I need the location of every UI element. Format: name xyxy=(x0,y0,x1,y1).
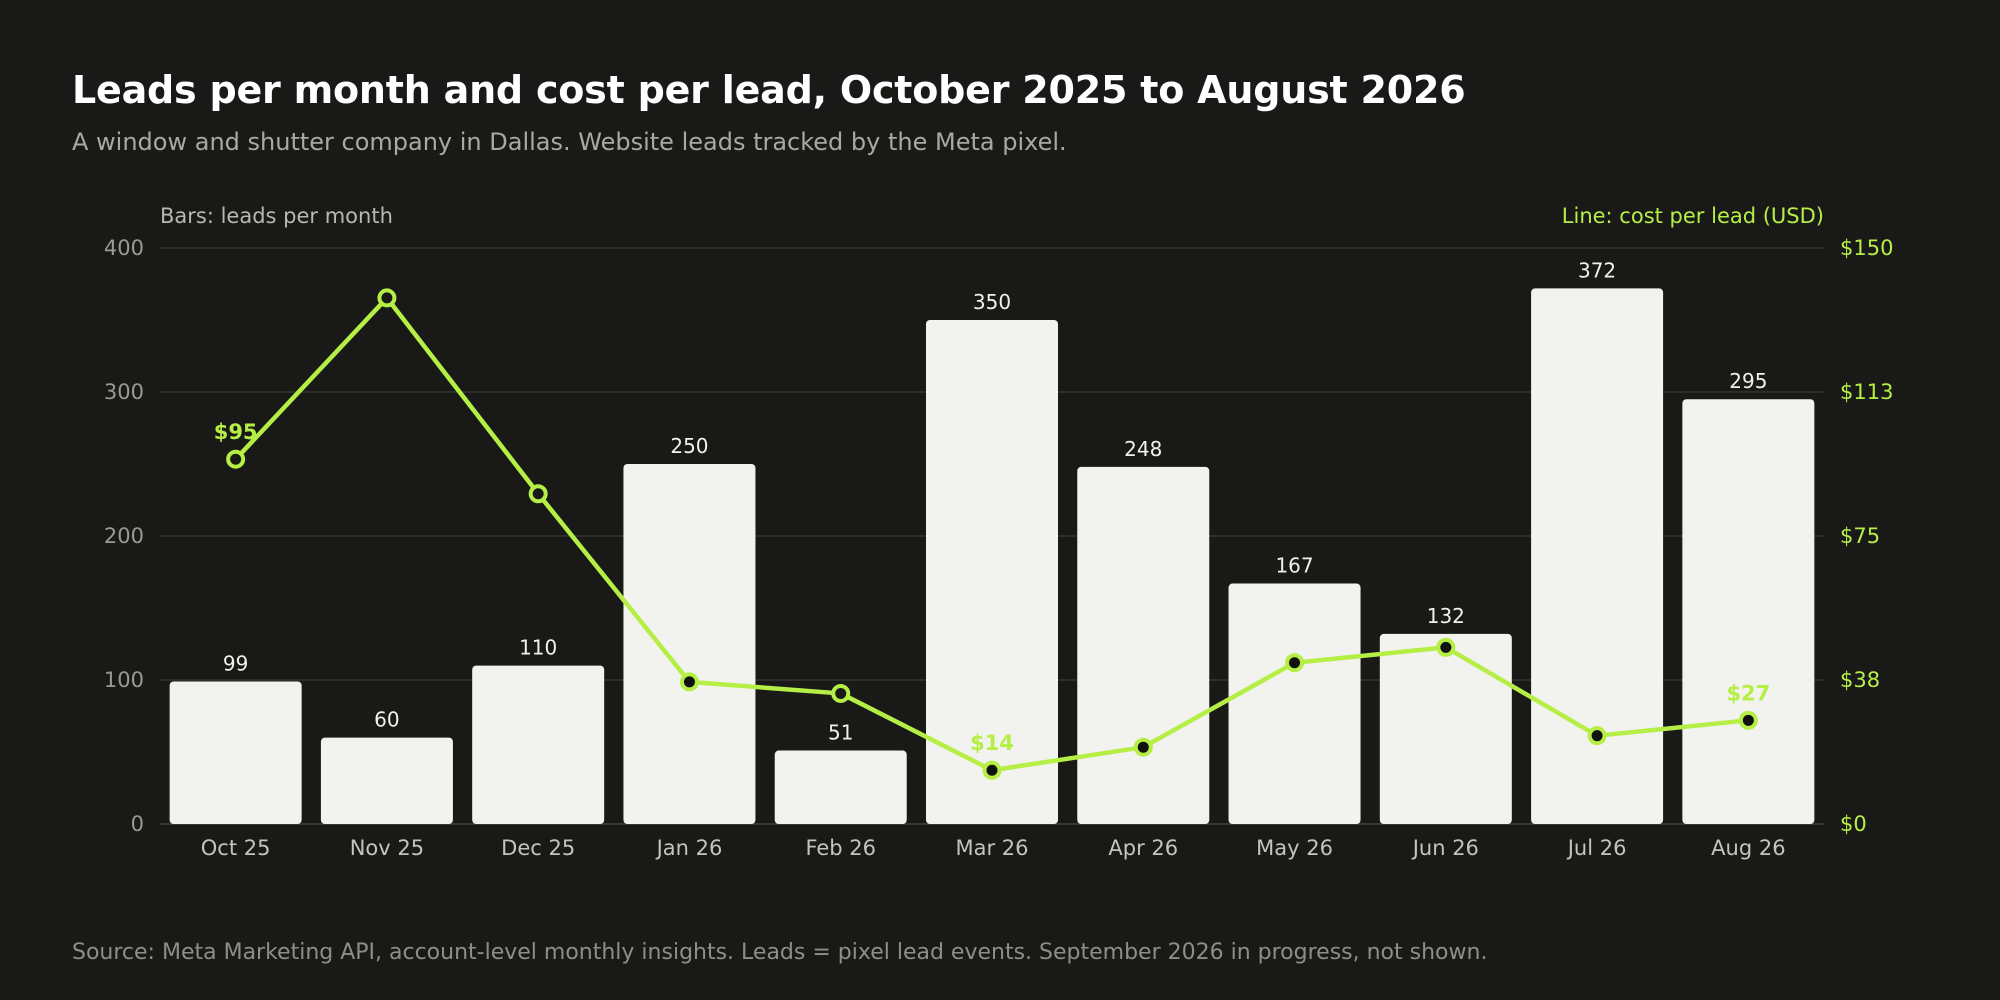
bar-value-label: 372 xyxy=(1578,258,1616,282)
bar xyxy=(1682,399,1815,824)
x-axis-tick-label: May 26 xyxy=(1256,836,1333,860)
right-axis-title: Line: cost per lead (USD) xyxy=(1562,204,1824,228)
right-axis-tick-label: $0 xyxy=(1840,812,1867,836)
right-axis-tick-label: $75 xyxy=(1840,524,1880,548)
chart-subtitle: A window and shutter company in Dallas. … xyxy=(72,128,1067,156)
line-point-marker xyxy=(528,484,548,504)
bar xyxy=(774,750,907,824)
line-value-label: $14 xyxy=(970,731,1014,755)
left-axis-title: Bars: leads per month xyxy=(160,204,393,228)
line-point-marker xyxy=(1738,710,1758,730)
bar xyxy=(1531,288,1664,824)
x-axis-tick-label: Apr 26 xyxy=(1108,836,1178,860)
right-axis-tick-label: $38 xyxy=(1840,668,1880,692)
line-point-marker xyxy=(1587,726,1607,746)
left-axis-tick-label: 400 xyxy=(104,236,144,260)
bar-value-label: 167 xyxy=(1275,554,1313,578)
x-axis-tick-label: Feb 26 xyxy=(805,836,876,860)
x-axis-tick-label: Aug 26 xyxy=(1711,836,1785,860)
x-axis-tick-label: Mar 26 xyxy=(955,836,1028,860)
bar-value-label: 99 xyxy=(223,651,248,675)
line-value-label: $95 xyxy=(214,420,258,444)
x-axis-tick-label: Jul 26 xyxy=(1566,836,1627,860)
bar xyxy=(623,464,756,824)
bar xyxy=(1228,583,1361,824)
left-axis-tick-label: 0 xyxy=(131,812,144,836)
bar xyxy=(1379,633,1512,824)
bar-data-labels: 99 60 110 250 51 350 248 167 132 372 295 xyxy=(223,258,1768,744)
line-point-marker xyxy=(679,672,699,692)
bar xyxy=(926,320,1058,824)
left-axis-tick-label: 100 xyxy=(104,668,144,692)
line-point-marker xyxy=(831,683,851,703)
x-axis-tick-label: Nov 25 xyxy=(350,836,424,860)
bar xyxy=(472,665,605,824)
bar-value-label: 60 xyxy=(374,708,399,732)
line-point-marker xyxy=(377,288,397,308)
line-point-marker xyxy=(1285,653,1305,673)
bar-value-label: 248 xyxy=(1124,437,1162,461)
x-axis-tick-label: Oct 25 xyxy=(201,836,271,860)
left-axis-tick-label: 200 xyxy=(104,524,144,548)
bar-value-label: 110 xyxy=(519,636,557,660)
bar-value-label: 250 xyxy=(670,434,708,458)
bar-value-label: 51 xyxy=(828,721,853,745)
chart-title: Leads per month and cost per lead, Octob… xyxy=(72,68,1466,112)
line-series: $95 $14 $27 xyxy=(214,288,1770,780)
x-axis-tick-label: Dec 25 xyxy=(501,836,575,860)
line-point-marker xyxy=(1133,737,1153,757)
line-point-marker xyxy=(982,760,1002,780)
axes: 0 100 200 300 400 $0 $38 $75 $113 $150 Bars: leads… xyxy=(104,204,1894,860)
bar xyxy=(1077,466,1210,824)
x-axis-tick-label: Jun 26 xyxy=(1411,836,1479,860)
line-point-marker xyxy=(226,449,246,469)
bar xyxy=(320,737,453,824)
right-axis-tick-label: $113 xyxy=(1840,380,1893,404)
source-note: Source: Meta Marketing API, account-leve… xyxy=(72,940,1488,965)
bar-value-label: 295 xyxy=(1729,369,1767,393)
line-point-marker xyxy=(1436,637,1456,657)
left-axis-tick-label: 300 xyxy=(104,380,144,404)
x-axis-tick-label: Jan 26 xyxy=(655,836,723,860)
bar xyxy=(169,681,302,824)
bar-series xyxy=(169,288,1815,824)
bar-value-label: 132 xyxy=(1427,604,1465,628)
line-value-label: $27 xyxy=(1726,681,1770,705)
bar-value-label: 350 xyxy=(973,290,1011,314)
right-axis-tick-label: $150 xyxy=(1840,236,1893,260)
